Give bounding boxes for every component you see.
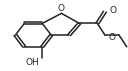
Text: O: O (108, 33, 115, 42)
Text: OH: OH (26, 58, 40, 67)
Text: O: O (58, 4, 65, 13)
Text: O: O (110, 6, 117, 15)
